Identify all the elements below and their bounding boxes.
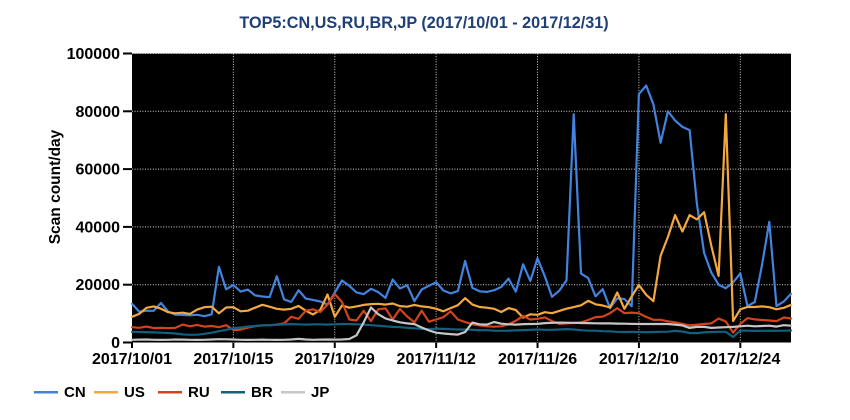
svg-text:40000: 40000: [76, 219, 121, 236]
svg-text:2017/12/24: 2017/12/24: [700, 351, 780, 368]
svg-text:US: US: [124, 384, 145, 401]
svg-text:20000: 20000: [76, 277, 121, 294]
svg-text:2017/11/26: 2017/11/26: [498, 351, 577, 368]
svg-text:2017/10/01: 2017/10/01: [92, 351, 172, 368]
svg-text:2017/10/29: 2017/10/29: [295, 351, 375, 368]
svg-text:2017/11/12: 2017/11/12: [397, 351, 476, 368]
svg-text:RU: RU: [188, 384, 210, 401]
svg-text:Scan count/day: Scan count/day: [47, 129, 64, 244]
svg-text:60000: 60000: [76, 162, 121, 179]
svg-text:JP: JP: [311, 384, 329, 401]
svg-text:2017/12/10: 2017/12/10: [599, 351, 679, 368]
svg-text:TOP5:CN,US,RU,BR,JP (2017/10/0: TOP5:CN,US,RU,BR,JP (2017/10/01 - 2017/1…: [239, 14, 608, 32]
svg-text:0: 0: [111, 335, 120, 352]
svg-text:80000: 80000: [76, 104, 121, 121]
svg-text:2017/10/15: 2017/10/15: [193, 351, 273, 368]
svg-text:CN: CN: [64, 384, 86, 401]
svg-text:100000: 100000: [67, 46, 120, 63]
svg-text:BR: BR: [251, 384, 273, 401]
